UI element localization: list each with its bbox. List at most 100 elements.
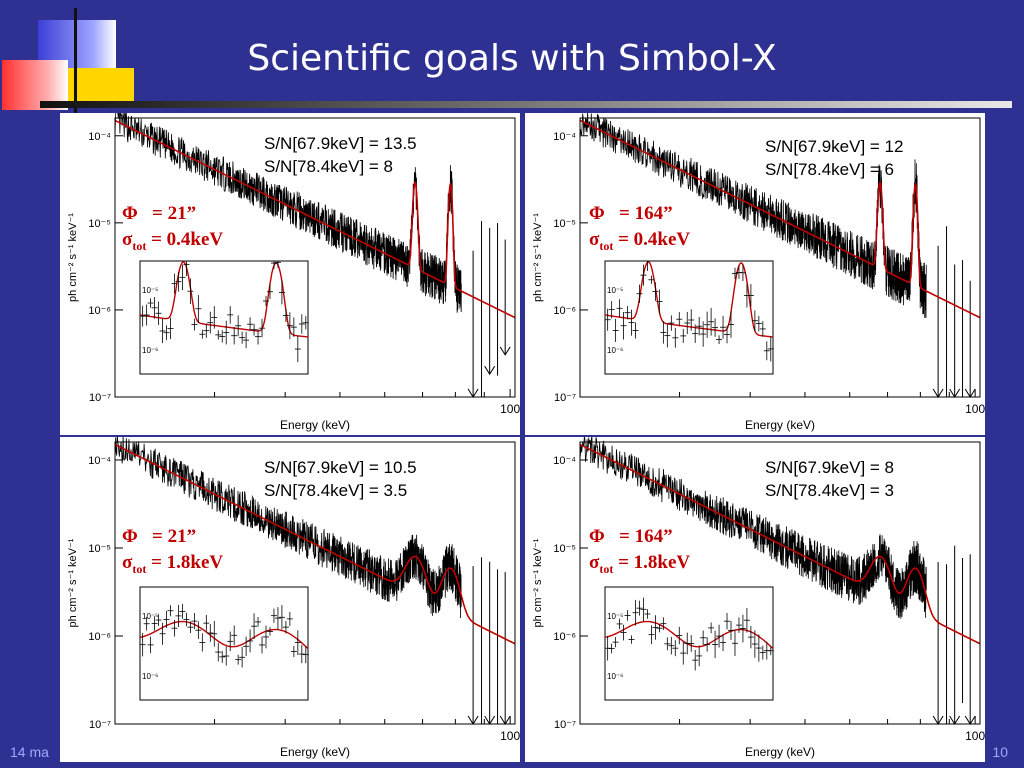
spectrum-chart-1: 10⁻⁴ 10⁻⁵ 10⁻⁶ 10⁻⁷ 100 Energy (keV) ph cm⁻² s… [67, 113, 520, 432]
inset-y-tick-label: 10⁻⁵ [142, 286, 158, 295]
inset-y-tick-label: 10⁻⁶ [142, 346, 158, 355]
phi-value: = 164” [619, 203, 673, 224]
y-tick-label: 10⁻⁶ [553, 631, 576, 643]
slide-number: 10 [992, 744, 1008, 760]
plot-frame [579, 441, 981, 725]
x-axis-label: Energy (keV) [280, 418, 350, 432]
phi-symbol: Φ [589, 203, 605, 224]
inset-y-tick-label: 10⁻⁶ [607, 672, 623, 681]
inset-model-line [604, 620, 774, 650]
sigma-symbol: σ [589, 552, 600, 573]
phi-value: = 164” [619, 526, 673, 547]
y-axis-label: ph cm⁻² s⁻¹ keV⁻¹ [67, 538, 79, 627]
spectrum-panel-1: 10⁻⁴ 10⁻⁵ 10⁻⁶ 10⁻⁷ 100 Energy (keV) ph cm⁻² s… [60, 113, 520, 435]
inset-model-line [139, 261, 309, 338]
upper-limit-arrow [499, 346, 511, 356]
inset-frame [604, 260, 774, 375]
y-tick-label: 10⁻⁷ [89, 719, 111, 731]
sigma-symbol: σ [122, 229, 133, 250]
y-axis-label: ph cm⁻² s⁻¹ keV⁻¹ [532, 213, 544, 302]
inset-y-tick-label: 10⁻⁵ [607, 612, 623, 621]
footer-date: 14 ma [10, 744, 49, 760]
phi-symbol: Φ [589, 526, 605, 547]
sn-line-1: S/N[67.9keV] = 8 [765, 458, 894, 477]
sn-text-1: S/N[67.9keV] = 13.5 S/N[78.4keV] = 8 [264, 132, 417, 178]
param-text-2: Φ = 164” σtot = 0.4keV [589, 201, 690, 259]
data-trace [114, 437, 462, 619]
spectrum-chart-3: 10⁻⁴ 10⁻⁵ 10⁻⁶ 10⁻⁷ 100 Energy (keV) ph cm⁻² s… [67, 437, 520, 759]
y-tick-label: 10⁻⁴ [88, 455, 111, 467]
y-tick-label: 10⁻⁷ [89, 392, 111, 404]
data-trace [114, 113, 462, 313]
y-tick-label: 10⁻⁶ [88, 305, 111, 317]
sn-line-2: S/N[78.4keV] = 6 [765, 160, 894, 179]
sn-text-4: S/N[67.9keV] = 8 S/N[78.4keV] = 3 [765, 456, 894, 502]
sn-line-2: S/N[78.4keV] = 3 [765, 481, 894, 500]
y-tick-label: 10⁻⁷ [554, 392, 576, 404]
sigma-sub: tot [599, 561, 614, 576]
sn-line-1: S/N[67.9keV] = 12 [765, 137, 904, 156]
y-tick-label: 10⁻⁴ [553, 455, 576, 467]
sn-text-3: S/N[67.9keV] = 10.5 S/N[78.4keV] = 3.5 [264, 456, 417, 502]
phi-value: = 21” [152, 203, 197, 224]
sn-line-1: S/N[67.9keV] = 13.5 [264, 134, 417, 153]
inset-y-tick-label: 10⁻⁶ [607, 346, 623, 355]
phi-symbol: Φ [122, 203, 138, 224]
sn-line-1: S/N[67.9keV] = 10.5 [264, 458, 417, 477]
y-tick-label: 10⁻⁴ [88, 131, 111, 143]
sn-line-2: S/N[78.4keV] = 3.5 [264, 481, 408, 500]
sigma-symbol: σ [589, 229, 600, 250]
data-trace [579, 113, 927, 319]
slide-title: Scientific goals with Simbol-X [247, 38, 777, 79]
x-axis-label: Energy (keV) [745, 745, 815, 759]
inset-model-line [604, 261, 774, 338]
inset-frame [139, 260, 309, 375]
inset-plot: 10⁻⁵ 10⁻⁶ [604, 586, 774, 701]
y-tick-label: 10⁻⁶ [553, 305, 576, 317]
x-tick-label: 100 [500, 729, 520, 743]
param-text-4: Φ = 164” σtot = 1.8keV [589, 524, 690, 582]
model-line [114, 119, 516, 319]
inset-plot: 10⁻⁵ 10⁻⁶ [139, 586, 309, 701]
deco-horizontal-line [40, 101, 1012, 108]
inset-y-tick-label: 10⁻⁶ [142, 672, 158, 681]
spectrum-panel-2: 10⁻⁴ 10⁻⁵ 10⁻⁶ 10⁻⁷ 100 Energy (keV) ph cm⁻² s… [525, 113, 985, 435]
y-axis-label: ph cm⁻² s⁻¹ keV⁻¹ [67, 213, 79, 302]
y-tick-label: 10⁻⁵ [553, 218, 576, 230]
spectrum-chart-2: 10⁻⁴ 10⁻⁵ 10⁻⁶ 10⁻⁷ 100 Energy (keV) ph cm⁻² s… [532, 113, 985, 432]
sigma-symbol: σ [122, 552, 133, 573]
plot-frame [579, 117, 981, 398]
inset-plot: 10⁻⁵ 10⁻⁶ [604, 260, 774, 375]
data-trace [579, 437, 927, 619]
y-tick-label: 10⁻⁵ [553, 543, 576, 555]
spectrum-panel-4: 10⁻⁴ 10⁻⁵ 10⁻⁶ 10⁻⁷ 100 Energy (keV) ph cm⁻² s… [525, 437, 985, 762]
model-line [114, 443, 516, 645]
upper-limit-arrow [484, 365, 496, 376]
sn-line-2: S/N[78.4keV] = 8 [264, 157, 393, 176]
sigma-value: = 0.4keV [618, 229, 691, 250]
inset-y-tick-label: 10⁻⁵ [142, 612, 158, 621]
y-tick-label: 10⁻⁴ [553, 131, 576, 143]
y-tick-label: 10⁻⁷ [554, 719, 576, 731]
y-tick-label: 10⁻⁵ [88, 543, 111, 555]
x-axis-label: Energy (keV) [280, 745, 350, 759]
sn-text-2: S/N[67.9keV] = 12 S/N[78.4keV] = 6 [765, 135, 903, 181]
sigma-value: = 0.4keV [151, 229, 224, 250]
plot-frame [114, 441, 516, 725]
phi-symbol: Φ [122, 526, 138, 547]
sigma-sub: tot [599, 238, 614, 253]
model-line [579, 443, 981, 645]
inset-y-tick-label: 10⁻⁵ [607, 286, 623, 295]
x-tick-label: 100 [965, 729, 985, 743]
model-line [579, 119, 981, 319]
inset-frame [139, 586, 309, 701]
x-tick-label: 100 [965, 402, 985, 416]
x-tick-label: 100 [500, 402, 520, 416]
inset-model-line [139, 620, 309, 650]
y-tick-label: 10⁻⁵ [88, 218, 111, 230]
x-axis-label: Energy (keV) [745, 418, 815, 432]
y-tick-label: 10⁻⁶ [88, 631, 111, 643]
plot-frame [114, 117, 516, 398]
param-text-1: Φ = 21” σtot = 0.4keV [122, 201, 223, 259]
spectrum-panel-3: 10⁻⁴ 10⁻⁵ 10⁻⁶ 10⁻⁷ 100 Energy (keV) ph cm⁻² s… [60, 437, 520, 762]
